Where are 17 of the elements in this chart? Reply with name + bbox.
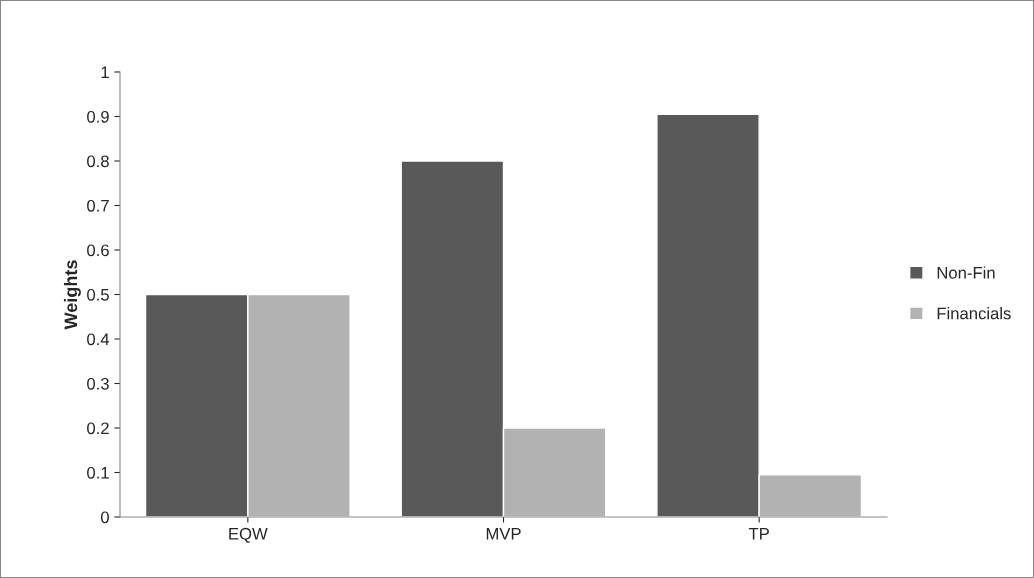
y-tick-label: 0.4 — [87, 333, 110, 346]
legend-label: Financials — [937, 307, 1011, 320]
y-tick-label: 0.8 — [87, 155, 109, 168]
y-axis-title: Weights — [63, 260, 81, 330]
y-tick-label: 1 — [101, 66, 109, 79]
y-tick-label: 0.1 — [87, 466, 109, 479]
x-tick-label: TP — [748, 528, 769, 540]
y-tick-label: 0.7 — [87, 199, 109, 212]
y-tick-label: 0.9 — [87, 110, 109, 123]
y-tick-label: 0.6 — [87, 244, 109, 257]
y-tick-label: 0.2 — [87, 422, 109, 435]
x-tick-label: EQW — [229, 527, 268, 543]
y-tick-label: 0.5 — [87, 288, 109, 301]
legend-label: Non-Fin — [937, 266, 995, 279]
y-tick-label: 0 — [100, 511, 109, 524]
x-tick-label: MVP — [486, 528, 521, 540]
y-tick-label: 0.3 — [87, 377, 109, 390]
